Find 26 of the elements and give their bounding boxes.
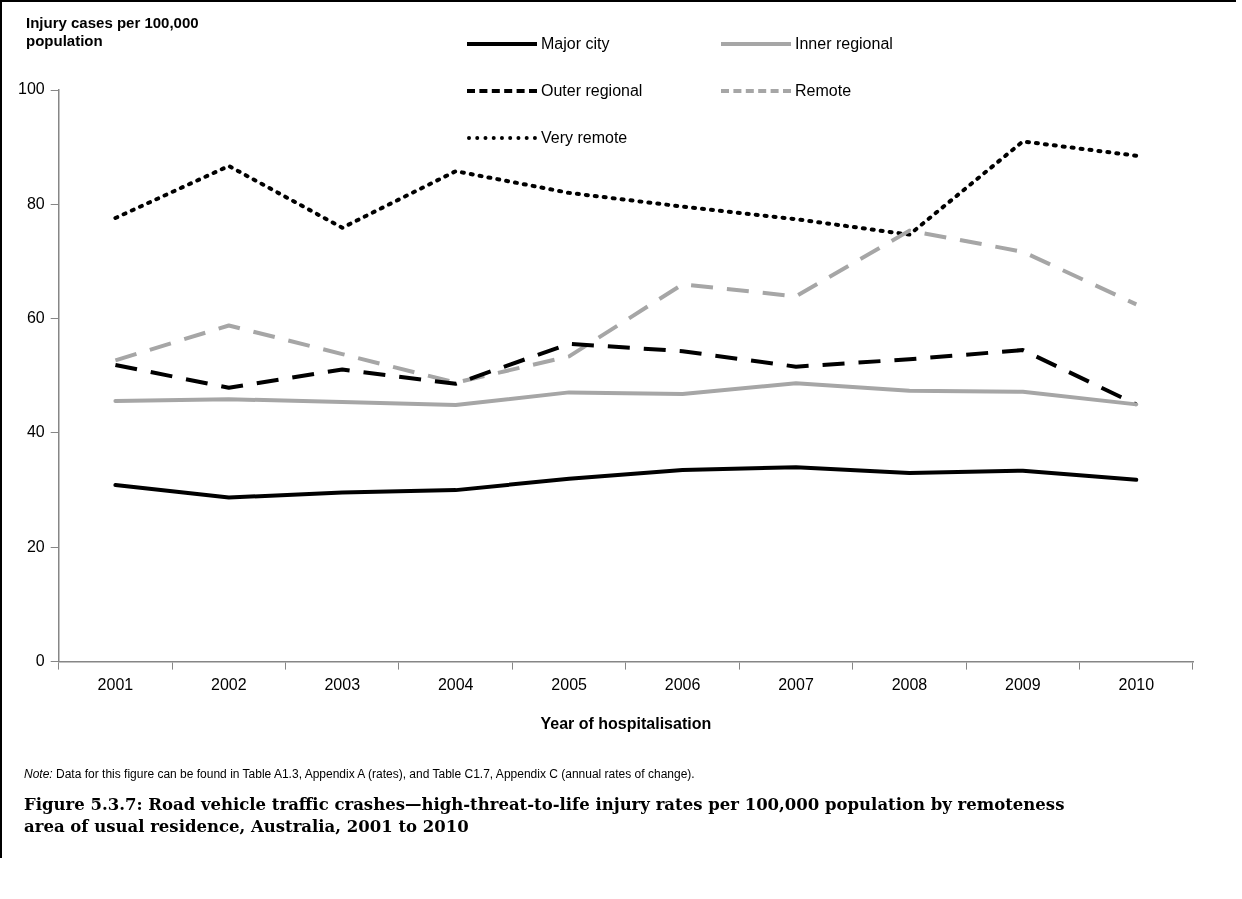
x-tick-label: 2006 — [664, 675, 701, 693]
line-series — [113, 228, 1139, 385]
x-tick-label: 2005 — [551, 675, 588, 693]
x-tick-label: 2007 — [778, 675, 814, 693]
x-tick-label: 2001 — [97, 675, 134, 693]
legend-label: Inner regional — [795, 34, 893, 53]
x-tick-label: 2003 — [324, 675, 361, 693]
y-tick-label: 60 — [26, 309, 45, 327]
x-tick-label: 2010 — [1118, 675, 1155, 693]
x-tick-label: 2008 — [891, 675, 928, 693]
x-tick-label: 2004 — [437, 675, 474, 693]
y-tick-label: 80 — [26, 194, 45, 212]
text: Figure 5.3.7: Road vehicle traffic crashes—high-threat-to-life injury rates per 100,000 population by remoteness area of usual residence, Australia, 2001 to 2010 — [24, 794, 1066, 838]
y-axis-title: Injury cases per 100,000 population — [26, 14, 200, 50]
x-tick-label: 2002 — [211, 675, 247, 693]
y-tick-label: 0 — [35, 652, 45, 670]
y-tick-label: 40 — [26, 423, 45, 441]
legend-label: Remote — [795, 81, 852, 100]
legend-label: Very remote — [541, 128, 628, 147]
x-axis-title: Year of hospitalisation — [540, 714, 712, 732]
legend-label: Outer regional — [541, 81, 643, 100]
y-tick-label: 20 — [26, 537, 45, 555]
legend-label: Major city — [541, 34, 610, 53]
text: Note: Data for this figure can be found in Table A1.3, Appendix A (rates), and Table C1.7, Appendix C (annual rates of change). — [24, 767, 695, 781]
x-tick-label: 2009 — [1005, 675, 1041, 693]
y-tick-label: 100 — [17, 80, 45, 98]
